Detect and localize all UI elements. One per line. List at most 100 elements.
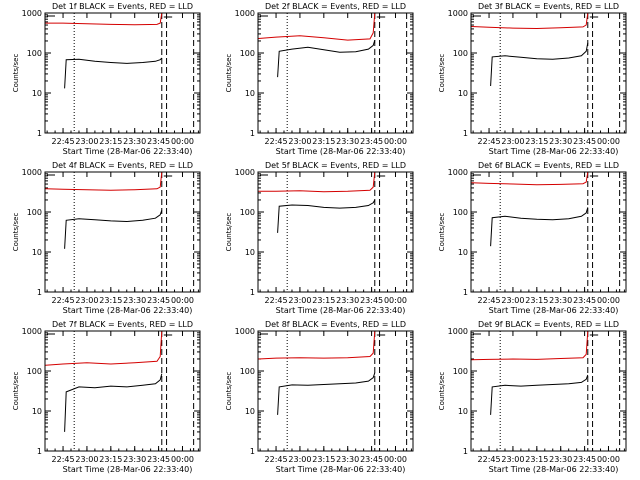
x-tick-label: 23:30 <box>336 296 359 305</box>
x-tick-label: 23:15 <box>525 296 548 305</box>
x-tick-label: 23:45 <box>360 137 383 146</box>
y-tick-label: 10 <box>245 407 255 416</box>
y-tick-label: 1 <box>250 288 255 297</box>
x-tick-label: 00:00 <box>384 137 407 146</box>
y-tick-label: 10 <box>458 89 468 98</box>
x-tick-label: 00:00 <box>597 296 620 305</box>
plot-frame <box>257 171 414 293</box>
chart-title: Det 5f BLACK = Events, RED = LLD <box>265 161 406 170</box>
y-tick-label: 100 <box>240 49 255 58</box>
x-tick-label: 23:30 <box>549 296 572 305</box>
x-tick-label: 22:45 <box>478 137 501 146</box>
plot-frame <box>257 330 414 452</box>
x-tick-label: 23:45 <box>573 296 596 305</box>
y-tick-label: 1 <box>37 288 42 297</box>
y-axis-label: Counts/sec <box>12 54 20 93</box>
x-tick-label: 00:00 <box>384 455 407 464</box>
y-tick-label: 1 <box>37 447 42 456</box>
x-tick-label: 22:45 <box>265 455 288 464</box>
x-tick-label: 23:30 <box>123 455 146 464</box>
x-tick-label: 00:00 <box>384 296 407 305</box>
chart-panel-8: Det 8f BLACK = Events, RED = LLD 1 10 100 10… <box>225 320 414 474</box>
y-axis-label: Counts/sec <box>438 372 446 411</box>
chart-panel-1: Det 1f BLACK = Events, RED = LLD 1 10 100 10… <box>12 2 201 156</box>
y-tick-label: 1000 <box>235 327 255 336</box>
y-tick-label: 100 <box>453 367 468 376</box>
y-tick-label: 10 <box>245 248 255 257</box>
y-tick-label: 1000 <box>235 168 255 177</box>
x-axis-label: Start Time (28-Mar-06 22:33:40) <box>276 306 406 315</box>
x-tick-label: 23:45 <box>147 137 170 146</box>
x-axis-label: Start Time (28-Mar-06 22:33:40) <box>63 465 193 474</box>
x-tick-label: 23:45 <box>573 137 596 146</box>
series-line-events <box>64 210 163 249</box>
chart-panel-2: Det 2f BLACK = Events, RED = LLD 1 10 100 10… <box>225 2 414 156</box>
y-tick-label: 10 <box>32 407 42 416</box>
y-tick-label: 1 <box>463 288 468 297</box>
plot-frame <box>44 330 201 452</box>
plot-frame <box>470 12 627 134</box>
x-tick-label: 22:45 <box>265 137 288 146</box>
x-tick-label: 23:45 <box>360 296 383 305</box>
plot-frame <box>470 330 627 452</box>
y-tick-label: 100 <box>27 208 42 217</box>
y-axis-label: Counts/sec <box>438 54 446 93</box>
y-tick-label: 100 <box>453 208 468 217</box>
x-tick-label: 23:00 <box>75 455 98 464</box>
x-tick-label: 23:15 <box>99 296 122 305</box>
y-axis-label: Counts/sec <box>12 372 20 411</box>
y-tick-label: 100 <box>453 49 468 58</box>
y-tick-label: 10 <box>458 407 468 416</box>
x-tick-label: 22:45 <box>52 455 75 464</box>
series-line-lld <box>471 330 589 361</box>
y-axis-label: Counts/sec <box>225 213 233 252</box>
y-tick-label: 100 <box>240 367 255 376</box>
x-tick-label: 22:45 <box>52 296 75 305</box>
x-tick-label: 23:30 <box>336 455 359 464</box>
x-tick-label: 23:15 <box>312 455 335 464</box>
series-line-lld <box>45 330 163 366</box>
x-tick-label: 00:00 <box>597 137 620 146</box>
y-axis-label: Counts/sec <box>225 372 233 411</box>
x-tick-label: 23:00 <box>501 296 524 305</box>
x-tick-label: 23:15 <box>312 137 335 146</box>
x-tick-label: 22:45 <box>52 137 75 146</box>
x-tick-label: 00:00 <box>597 455 620 464</box>
y-tick-label: 1 <box>463 447 468 456</box>
chart-title: Det 3f BLACK = Events, RED = LLD <box>478 2 619 11</box>
y-tick-label: 1000 <box>448 9 468 18</box>
x-tick-label: 23:15 <box>99 455 122 464</box>
x-tick-label: 23:30 <box>549 137 572 146</box>
series-line-lld <box>471 12 589 30</box>
y-tick-label: 10 <box>32 89 42 98</box>
x-tick-label: 23:15 <box>525 137 548 146</box>
chart-title: Det 8f BLACK = Events, RED = LLD <box>265 320 406 329</box>
chart-title: Det 6f BLACK = Events, RED = LLD <box>478 161 619 170</box>
plot-frame <box>257 12 414 134</box>
y-tick-label: 1000 <box>235 9 255 18</box>
x-tick-label: 23:00 <box>501 455 524 464</box>
x-tick-label: 23:15 <box>99 137 122 146</box>
series-line-events <box>490 374 589 415</box>
series-line-lld <box>258 12 376 41</box>
y-tick-label: 10 <box>32 248 42 257</box>
x-tick-label: 23:00 <box>75 137 98 146</box>
y-tick-label: 10 <box>245 89 255 98</box>
chart-panel-9: Det 9f BLACK = Events, RED = LLD 1 10 100 10… <box>438 320 627 474</box>
y-tick-label: 1 <box>250 447 255 456</box>
x-tick-label: 23:45 <box>573 455 596 464</box>
series-line-events <box>490 42 589 87</box>
x-axis-label: Start Time (28-Mar-06 22:33:40) <box>489 147 619 156</box>
series-line-events <box>277 199 376 233</box>
chart-title: Det 9f BLACK = Events, RED = LLD <box>478 320 619 329</box>
y-tick-label: 1 <box>37 129 42 138</box>
x-tick-label: 23:30 <box>336 137 359 146</box>
chart-panel-4: Det 4f BLACK = Events, RED = LLD 1 10 100 10… <box>12 161 201 315</box>
x-tick-label: 23:30 <box>549 455 572 464</box>
x-tick-label: 23:15 <box>312 296 335 305</box>
x-tick-label: 23:00 <box>288 296 311 305</box>
y-tick-label: 1000 <box>448 168 468 177</box>
y-tick-label: 1000 <box>22 327 42 336</box>
y-tick-label: 1 <box>463 129 468 138</box>
